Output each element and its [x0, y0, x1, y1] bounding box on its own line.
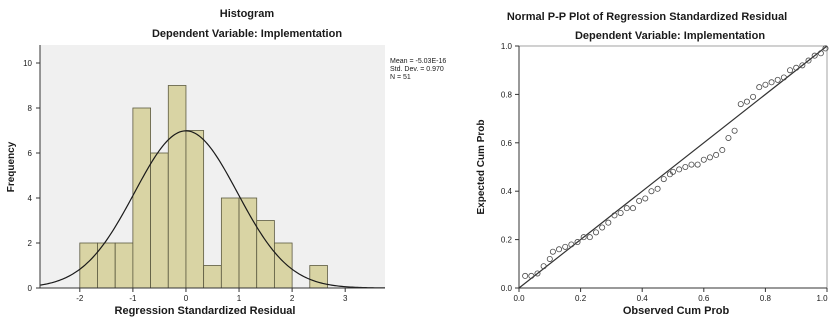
y-tick-label: 0.4: [501, 187, 513, 196]
pp-point: [654, 185, 661, 192]
pp-point: [617, 209, 624, 216]
pp-point: [546, 255, 553, 262]
pp-x-title: Observed Cum Prob: [623, 305, 730, 317]
pp-point: [780, 74, 787, 81]
pp-point: [774, 76, 781, 83]
pp-point: [549, 248, 556, 255]
x-tick-label: -1: [129, 294, 137, 303]
y-tick-label: 2: [28, 239, 33, 248]
pp-point: [682, 163, 689, 170]
pp-point: [719, 147, 726, 154]
y-tick-label: 6: [28, 149, 33, 158]
pp-point: [706, 154, 713, 161]
pp-point: [768, 79, 775, 86]
pp-point: [611, 212, 618, 219]
y-tick-label: 0.0: [501, 284, 513, 293]
pp-point: [793, 64, 800, 71]
pp-point: [534, 270, 541, 277]
histogram-stats-box: Mean = -5.03E-16 Std. Dev. = 0.970 N = 5…: [390, 58, 446, 81]
pp-point: [642, 195, 649, 202]
pp-point: [574, 239, 581, 246]
y-tick-label: 0.6: [501, 139, 513, 148]
normal-curve: [39, 130, 386, 289]
x-tick-label: 3: [343, 294, 348, 303]
x-tick-label: 2: [290, 294, 295, 303]
pp-point: [586, 234, 593, 241]
pp-point: [648, 188, 655, 195]
pp-reference-line: [518, 45, 828, 289]
pp-point: [756, 84, 763, 91]
y-tick-label: 0.2: [501, 236, 513, 245]
pp-point: [670, 168, 677, 175]
y-tick-label: 1.0: [501, 42, 513, 51]
pp-point: [636, 197, 643, 204]
x-tick-label: 0.6: [698, 294, 710, 303]
x-tick-label: 0.8: [760, 294, 772, 303]
pp-point: [743, 98, 750, 105]
pp-plot-subtitle: Dependent Variable: Implementation: [575, 30, 765, 42]
pp-point: [540, 263, 547, 270]
pp-point: [700, 156, 707, 163]
stats-n: N = 51: [390, 74, 411, 81]
pp-point: [737, 101, 744, 108]
y-tick-label: 0.8: [501, 90, 513, 99]
pp-point: [817, 50, 824, 57]
pp-point: [623, 205, 630, 212]
pp-point: [629, 205, 636, 212]
y-tick-label: 8: [28, 104, 33, 113]
histogram-y-title: Frequency: [6, 141, 17, 192]
pp-x-ticks: 0.0 0.2 0.4 0.6 0.8 1.0: [513, 288, 828, 303]
pp-point: [593, 229, 600, 236]
pp-point: [750, 93, 757, 100]
pp-point: [568, 241, 575, 248]
pp-point: [811, 52, 818, 59]
y-tick-label: 0: [28, 284, 33, 293]
histogram-title: Histogram: [220, 8, 275, 20]
pp-point: [556, 246, 563, 253]
x-tick-label: 1: [237, 294, 242, 303]
pp-point: [605, 219, 612, 226]
stats-mean: Mean = -5.03E-16: [390, 58, 446, 65]
x-tick-label: -2: [76, 294, 84, 303]
pp-y-title: Expected Cum Prob: [476, 119, 487, 214]
pp-point: [713, 151, 720, 158]
pp-plot-title: Normal P-P Plot of Regression Standardiz…: [507, 11, 787, 23]
pp-point: [787, 67, 794, 74]
x-tick-label: 0.4: [637, 294, 649, 303]
histogram-x-title: Regression Standardized Residual: [115, 305, 296, 317]
pp-point: [599, 224, 606, 231]
pp-point: [676, 166, 683, 173]
x-tick-label: 0.0: [513, 294, 525, 303]
histogram-y-ticks: 0 2 4 6 8 10: [23, 59, 40, 293]
pp-point: [694, 161, 701, 168]
pp-point: [731, 127, 738, 134]
pp-point: [688, 161, 695, 168]
pp-point: [799, 62, 806, 69]
stats-std-dev: Std. Dev. = 0.970: [390, 66, 444, 73]
pp-point: [725, 134, 732, 141]
x-tick-label: 0: [184, 294, 189, 303]
x-tick-label: 1.0: [816, 294, 828, 303]
pp-point: [580, 234, 587, 241]
y-tick-label: 4: [28, 194, 33, 203]
x-tick-label: 0.2: [575, 294, 587, 303]
pp-points: [522, 45, 829, 279]
pp-point: [805, 57, 812, 64]
histogram-subtitle: Dependent Variable: Implementation: [152, 28, 342, 40]
pp-y-ticks: 0.0 0.2 0.4 0.6 0.8 1.0: [501, 42, 519, 293]
y-tick-label: 10: [23, 59, 32, 68]
pp-point: [762, 81, 769, 88]
pp-point: [522, 272, 529, 279]
pp-point: [562, 243, 569, 250]
pp-point: [822, 45, 829, 52]
histogram-x-ticks: -2 -1 0 1 2 3: [76, 288, 348, 303]
pp-point: [528, 272, 535, 279]
pp-point: [660, 176, 667, 183]
